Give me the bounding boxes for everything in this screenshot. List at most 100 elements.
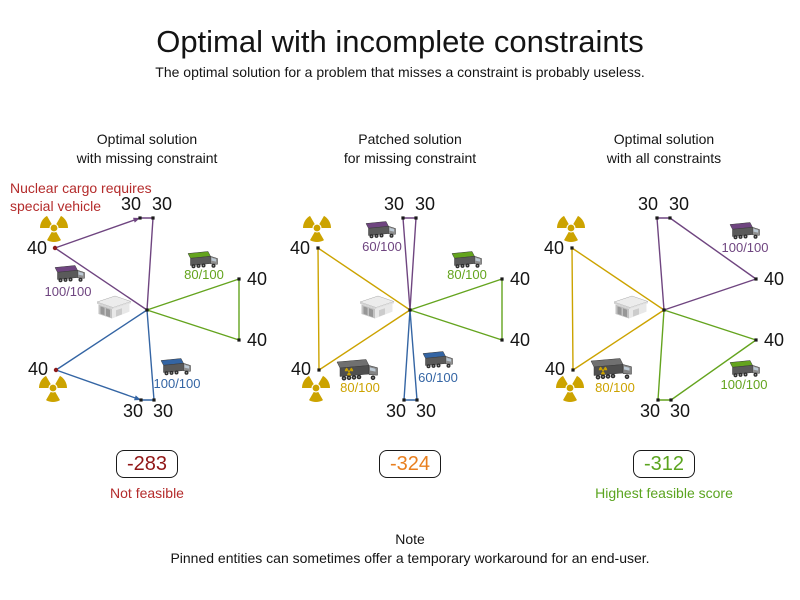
delivery-truck-icon	[422, 351, 453, 369]
visit-demand-label: 30	[121, 194, 141, 214]
visit-demand-label: 40	[247, 330, 267, 350]
page-subtitle: The optimal solution for a problem that …	[155, 64, 645, 80]
footer-note: Note Pinned entities can sometimes offer…	[10, 530, 800, 568]
panel-header-line: for missing constraint	[343, 150, 477, 166]
visit-demand-label: 30	[386, 401, 406, 421]
visit-node	[656, 398, 660, 402]
visit-node	[655, 216, 659, 220]
route-gold	[571, 247, 665, 371]
page-title: Optimal with incomplete constraints	[156, 24, 644, 59]
vehicle-capacity-label: 100/100	[154, 376, 201, 391]
visit-node	[145, 308, 149, 312]
visit-node	[138, 216, 142, 220]
visit-node	[414, 216, 418, 220]
visit-demand-label: 30	[669, 194, 689, 214]
visit-node	[151, 216, 155, 220]
score-value: -283	[126, 452, 168, 475]
annotation-line: Nuclear cargo requires	[10, 180, 152, 196]
visit-node	[500, 338, 504, 342]
visit-demand-label: 40	[764, 269, 784, 289]
vehicle-capacity-label: 80/100	[340, 380, 380, 395]
vehicle-capacity-label: 100/100	[721, 377, 768, 392]
radiation-trefoil-icon	[556, 375, 584, 402]
panel-header-patched-solution: Patched solution for missing constraint	[280, 130, 540, 168]
visit-node	[669, 398, 673, 402]
panel-missing-constraint: 30 30 40 40 40 40 30 30 100/100 80/100 100/100	[27, 194, 267, 421]
footer-note-heading: Note	[395, 531, 425, 547]
visit-node	[139, 398, 143, 402]
panel-header-line: Optimal solution	[96, 131, 198, 147]
visit-node	[500, 277, 504, 281]
visit-node	[317, 368, 321, 372]
score-value: -324	[389, 452, 431, 475]
visit-demand-label: 40	[544, 238, 564, 258]
visit-demand-label: 30	[152, 194, 172, 214]
visit-node	[571, 368, 575, 372]
nuclear-visit-node	[53, 367, 59, 373]
panel-header-line: Optimal solution	[613, 131, 715, 147]
radiation-trefoil-icon	[39, 375, 67, 402]
visit-demand-label: 30	[638, 194, 658, 214]
visit-demand-label: 30	[416, 401, 436, 421]
route-green	[409, 278, 503, 341]
delivery-truck-icon	[729, 222, 760, 240]
vehicle-capacity-label: 80/100	[184, 267, 224, 282]
nuclear-constraint-annotation: Nuclear cargo requires special vehicle	[10, 179, 152, 215]
warehouse-depot-icon	[96, 295, 132, 319]
visit-demand-label: 40	[545, 359, 565, 379]
special-nuclear-truck-icon	[591, 359, 632, 380]
annotation-line: special vehicle	[10, 198, 102, 214]
panel-patched-solution: 30 30 40 40 40 40 30 30 60/100 80/100 80/100 60/100	[290, 194, 530, 421]
visit-demand-label: 30	[384, 194, 404, 214]
visit-node	[754, 277, 758, 281]
vehicle-capacity-label: 100/100	[45, 284, 92, 299]
visit-demand-label: 40	[27, 238, 47, 258]
visit-node	[402, 398, 406, 402]
visit-node	[668, 216, 672, 220]
visit-demand-label: 40	[510, 330, 530, 350]
vehicle-capacity-label: 80/100	[595, 380, 635, 395]
visit-demand-label: 30	[123, 401, 143, 421]
warehouse-depot-icon	[613, 295, 649, 319]
visit-node	[401, 216, 405, 220]
route-blue	[403, 309, 418, 401]
route-green	[146, 278, 240, 341]
score-note-not-feasible: Not feasible	[110, 485, 184, 501]
delivery-truck-icon	[451, 251, 482, 269]
radiation-trefoil-icon	[302, 375, 330, 402]
panel-header-missing-constraint: Optimal solution with missing constraint	[17, 130, 277, 168]
visit-node	[237, 277, 241, 281]
visit-demand-label: 30	[640, 401, 660, 421]
score-note-highest-feasible: Highest feasible score	[595, 485, 733, 501]
visit-demand-label: 30	[415, 194, 435, 214]
visit-demand-label: 40	[290, 238, 310, 258]
vehicle-capacity-label: 60/100	[362, 239, 402, 254]
visit-node	[754, 338, 758, 342]
warehouse-depot-icon	[359, 295, 395, 319]
score-box-missing-constraint: -283	[116, 450, 178, 478]
visit-node	[152, 398, 156, 402]
route-arrowhead	[133, 217, 140, 223]
delivery-truck-icon	[729, 360, 760, 378]
score-box-all-constraints: -312	[633, 450, 695, 478]
visit-demand-label: 40	[510, 269, 530, 289]
visit-demand-label: 40	[291, 359, 311, 379]
visit-node	[415, 398, 419, 402]
visit-node	[570, 246, 574, 250]
visit-demand-label: 40	[764, 330, 784, 350]
visit-node	[316, 246, 320, 250]
footer-note-text: Pinned entities can sometimes offer a te…	[170, 550, 650, 566]
delivery-truck-icon	[54, 265, 85, 283]
visit-demand-label: 30	[670, 401, 690, 421]
special-nuclear-truck-icon	[337, 360, 378, 381]
visit-demand-label: 30	[153, 401, 173, 421]
route-gold	[317, 247, 411, 371]
panel-header-line: Patched solution	[358, 131, 462, 147]
visit-demand-label: 40	[247, 269, 267, 289]
nuclear-visit-node	[52, 245, 58, 251]
visit-demand-label: 40	[28, 359, 48, 379]
visit-node	[662, 308, 666, 312]
visit-node	[408, 308, 412, 312]
delivery-truck-icon	[160, 358, 191, 376]
